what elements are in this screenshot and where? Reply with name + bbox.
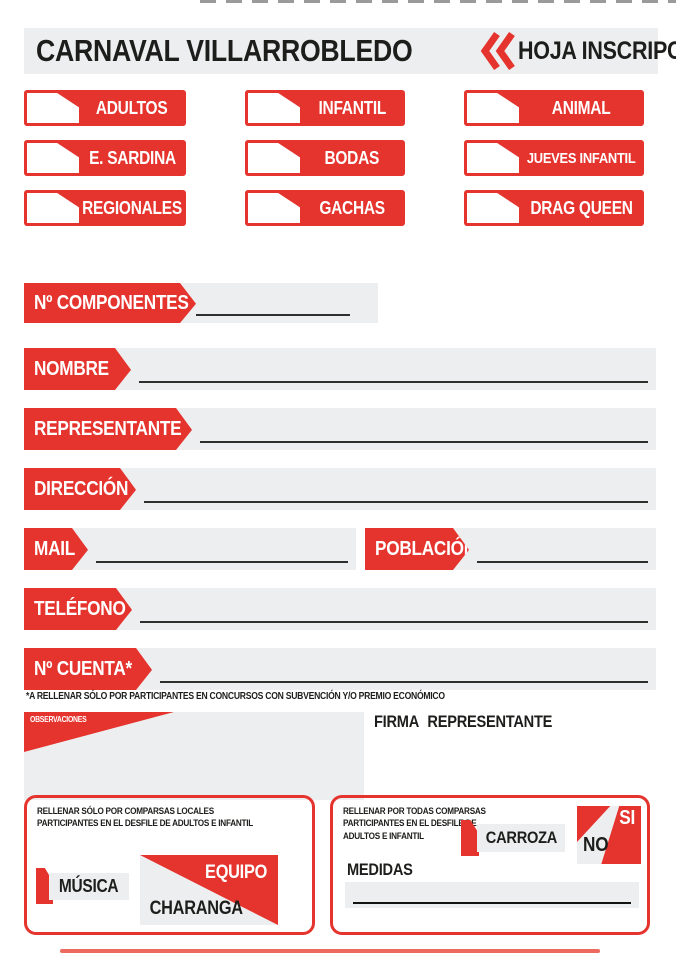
category-label: JUEVES INFANTIL bbox=[526, 149, 636, 167]
medidas-input-line[interactable] bbox=[353, 902, 631, 904]
checkbox-gachas[interactable] bbox=[248, 193, 300, 223]
category-regionales[interactable]: REGIONALES bbox=[24, 190, 186, 226]
category-label: DRAG QUEEN bbox=[529, 197, 633, 218]
equipo-charanga-selector[interactable]: EQUIPO CHARANGA bbox=[140, 855, 278, 925]
field-row-componentes: Nº COMPONENTES bbox=[24, 283, 378, 323]
charanga-option[interactable]: CHARANGA bbox=[149, 898, 244, 919]
category-e-sardina[interactable]: E. SARDINA bbox=[24, 140, 186, 176]
field-label-representante: REPRESENTANTE bbox=[24, 408, 192, 450]
field-label-poblacion: POBLACIÓN bbox=[365, 528, 469, 570]
field-row-mail: MAIL bbox=[24, 528, 356, 570]
category-label: REGIONALES bbox=[82, 197, 182, 218]
category-infantil[interactable]: INFANTIL bbox=[245, 90, 405, 126]
telefono-input-line[interactable] bbox=[140, 621, 648, 623]
page-top-trim bbox=[200, 0, 676, 3]
si-no-selector[interactable]: SI NO bbox=[577, 806, 641, 864]
field-row-poblacion: POBLACIÓN bbox=[365, 528, 656, 570]
comparsas-locales-box: RELLENAR SÓLO POR COMPARSAS LOCALES PART… bbox=[24, 795, 315, 935]
header-bar: CARNAVAL VILLARROBLEDO HOJA INSCRIPCIÓN … bbox=[24, 28, 676, 74]
category-label: GACHAS bbox=[319, 197, 385, 218]
cuenta-input-line[interactable] bbox=[160, 681, 648, 683]
category-label: E. SARDINA bbox=[88, 147, 176, 168]
double-chevron-icon bbox=[480, 31, 516, 71]
checkbox-drag-queen[interactable] bbox=[467, 193, 519, 223]
checkbox-adultos[interactable] bbox=[27, 93, 79, 123]
observaciones-label: OBSERVACIONES bbox=[30, 715, 87, 724]
field-row-nombre: NOMBRE bbox=[24, 348, 656, 390]
category-drag-queen[interactable]: DRAG QUEEN bbox=[464, 190, 644, 226]
page-subtitle: HOJA INSCRIPCIÓN bbox=[517, 36, 676, 65]
medidas-field bbox=[345, 882, 639, 908]
category-label: ADULTOS bbox=[96, 97, 168, 118]
checkbox-bodas[interactable] bbox=[248, 143, 300, 173]
cuenta-footnote: *A RELLENAR SÓLO POR PARTICIPANTES EN CO… bbox=[26, 691, 445, 702]
comparsas-locales-instructions: RELLENAR SÓLO POR COMPARSAS LOCALES PART… bbox=[37, 806, 253, 830]
carroza-option[interactable]: CARROZA bbox=[477, 824, 565, 852]
page-bottom-trim bbox=[60, 949, 600, 953]
category-adultos[interactable]: ADULTOS bbox=[24, 90, 186, 126]
category-animal[interactable]: ANIMAL bbox=[464, 90, 644, 126]
category-label: ANIMAL bbox=[551, 97, 611, 118]
field-label-telefono: TELÉFONO bbox=[24, 588, 132, 630]
no-option[interactable]: NO bbox=[583, 834, 609, 856]
musica-check-tab[interactable] bbox=[36, 868, 53, 904]
category-gachas[interactable]: GACHAS bbox=[245, 190, 405, 226]
todas-comparsas-box: RELLENAR POR TODAS COMPARSAS PARTICIPANT… bbox=[330, 795, 650, 935]
checkbox-e-sardina[interactable] bbox=[27, 143, 79, 173]
checkbox-infantil[interactable] bbox=[248, 93, 300, 123]
musica-label: MÚSICA bbox=[59, 876, 119, 896]
todas-comparsas-instructions: RELLENAR POR TODAS COMPARSAS PARTICIPANT… bbox=[343, 806, 486, 842]
category-jueves-infantil[interactable]: JUEVES INFANTIL bbox=[464, 140, 644, 176]
field-row-cuenta: Nº CUENTA* bbox=[24, 648, 656, 690]
direccion-input-line[interactable] bbox=[144, 501, 648, 503]
mail-input-line[interactable] bbox=[96, 561, 348, 563]
componentes-input-line[interactable] bbox=[196, 314, 350, 316]
checkbox-jueves-infantil[interactable] bbox=[467, 143, 519, 173]
category-label: BODAS bbox=[324, 147, 380, 168]
musica-option[interactable]: MÚSICA bbox=[49, 873, 129, 900]
medidas-label: MEDIDAS bbox=[347, 860, 413, 879]
firma-representante-label: FIRMA REPRESENTANTE bbox=[374, 712, 553, 731]
category-label: INFANTIL bbox=[318, 97, 386, 118]
checkbox-animal[interactable] bbox=[467, 93, 519, 123]
poblacion-input-line[interactable] bbox=[477, 561, 648, 563]
field-label-componentes: Nº COMPONENTES bbox=[24, 283, 196, 323]
field-label-cuenta: Nº CUENTA* bbox=[24, 648, 152, 690]
page-title: CARNAVAL VILLARROBLEDO bbox=[36, 33, 413, 68]
carroza-label: CARROZA bbox=[485, 828, 557, 847]
field-label-direccion: DIRECCIÓN bbox=[24, 468, 136, 510]
si-option[interactable]: SI bbox=[618, 807, 635, 829]
nombre-input-line[interactable] bbox=[139, 381, 648, 383]
category-bodas[interactable]: BODAS bbox=[245, 140, 405, 176]
representante-input-line[interactable] bbox=[200, 441, 648, 443]
carroza-check-tab[interactable] bbox=[461, 820, 479, 856]
category-grid: ADULTOS INFANTIL ANIMAL E. SARDINA BODAS… bbox=[24, 90, 646, 226]
field-label-nombre: NOMBRE bbox=[24, 348, 131, 390]
field-row-telefono: TELÉFONO bbox=[24, 588, 656, 630]
field-row-direccion: DIRECCIÓN bbox=[24, 468, 656, 510]
field-label-mail: MAIL bbox=[24, 528, 88, 570]
observaciones-box[interactable]: OBSERVACIONES bbox=[24, 712, 364, 800]
equipo-option[interactable]: EQUIPO bbox=[204, 862, 267, 883]
field-row-representante: REPRESENTANTE bbox=[24, 408, 656, 450]
checkbox-regionales[interactable] bbox=[27, 193, 79, 223]
